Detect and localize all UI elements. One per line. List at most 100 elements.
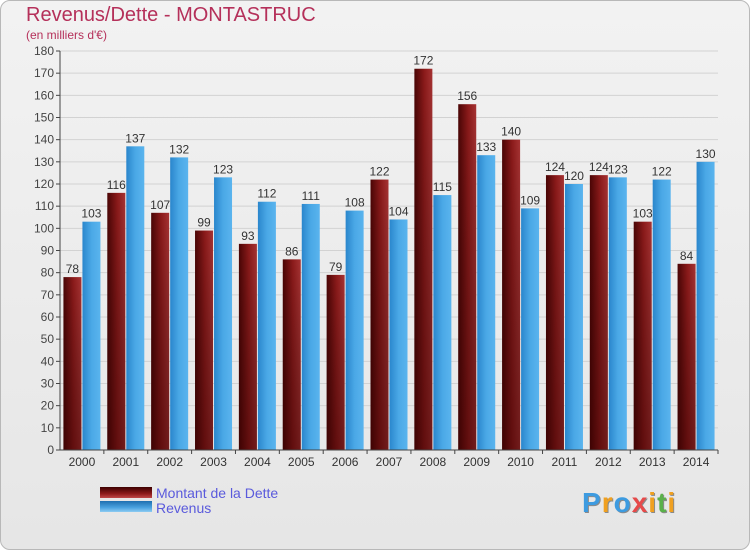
value-label-dette: 78: [66, 262, 80, 276]
logo-letter: P: [582, 487, 602, 518]
y-tick-label: 100: [34, 221, 54, 235]
y-tick-label: 40: [41, 354, 55, 368]
x-tick-label: 2002: [156, 455, 183, 469]
bar-dette-shade: [195, 230, 214, 450]
bar-revenus: [389, 219, 408, 450]
y-tick-label: 10: [41, 421, 55, 435]
bar-revenus: [521, 208, 540, 450]
value-label-revenus: 132: [169, 142, 189, 156]
value-label-revenus: 115: [433, 180, 452, 194]
value-label-revenus: 123: [213, 162, 233, 176]
value-label-dette: 124: [589, 160, 609, 174]
bar-revenus: [608, 177, 627, 450]
logo-letter: x: [631, 487, 649, 518]
value-label-revenus: 120: [564, 169, 584, 183]
value-label-dette: 79: [329, 260, 343, 274]
bar-revenus: [170, 157, 189, 450]
bar-revenus: [257, 201, 276, 450]
value-label-revenus: 137: [125, 131, 145, 145]
bar-dette-shade: [677, 263, 696, 450]
legend-swatch-revenus: [100, 501, 152, 512]
y-tick-label: 150: [34, 111, 54, 125]
bar-dette-shade: [282, 259, 301, 450]
x-tick-label: 2005: [288, 455, 315, 469]
bar-dette-shade: [107, 192, 126, 450]
y-tick-label: 50: [41, 332, 55, 346]
axes: 0 10 20 30 40 50 60 70 80 90 100 110 120 130 140 150 160…: [34, 44, 719, 469]
y-tick-label: 90: [41, 244, 55, 258]
bar-dette-shade: [545, 175, 564, 450]
value-label-dette: 93: [241, 229, 255, 243]
y-tick-label: 70: [41, 288, 55, 302]
grid-lines: [60, 50, 718, 451]
bar-dette-shade: [589, 175, 608, 450]
value-label-dette: 124: [545, 160, 565, 174]
legend-label-revenus: Revenus: [156, 500, 212, 516]
value-label-dette: 103: [633, 207, 653, 221]
value-label-dette: 140: [501, 125, 521, 139]
value-label-revenus: 130: [696, 147, 716, 161]
y-tick-label: 60: [41, 310, 55, 324]
x-tick-label: 2006: [332, 455, 359, 469]
y-tick-label: 110: [35, 199, 54, 213]
y-tick-label: 140: [34, 133, 54, 147]
x-tick-label: 2007: [376, 455, 403, 469]
value-label-revenus: 109: [520, 193, 540, 207]
bar-revenus: [214, 177, 233, 450]
value-label-revenus: 103: [81, 207, 101, 221]
bar-dette-shade: [151, 212, 170, 450]
bar-dette-shade: [633, 221, 652, 450]
legend-swatch-dette: [100, 487, 152, 498]
y-tick-label: 130: [34, 155, 54, 169]
x-tick-label: 2014: [683, 455, 710, 469]
x-tick-label: 2003: [200, 455, 227, 469]
y-tick-label: 120: [34, 177, 54, 191]
x-tick-label: 2011: [552, 455, 578, 469]
x-tick-label: 2012: [595, 455, 622, 469]
logo-letter: o: [613, 487, 632, 518]
y-tick-label: 170: [34, 66, 54, 80]
value-label-revenus: 122: [652, 165, 672, 179]
value-label-dette: 107: [150, 198, 170, 212]
x-tick-label: 2013: [639, 455, 666, 469]
value-label-revenus: 108: [345, 196, 365, 210]
bar-revenus: [126, 146, 145, 451]
y-tick-label: 30: [41, 377, 55, 391]
bars-group: [63, 68, 715, 451]
legend-label-dette: Montant de la Dette: [156, 485, 279, 501]
value-label-revenus: 104: [388, 204, 408, 218]
bar-dette-shade: [63, 277, 82, 450]
bar-revenus: [477, 155, 496, 450]
value-labels: 78 103 116 137 107 132 99 123 93 112 86 111 79 108 122…: [66, 54, 716, 276]
y-tick-label: 180: [34, 44, 54, 58]
logo-letter: t: [657, 487, 668, 518]
x-tick-label: 2009: [463, 455, 490, 469]
bar-revenus: [82, 221, 101, 450]
x-tick-label: 2008: [420, 455, 447, 469]
value-label-dette: 172: [413, 54, 433, 68]
bar-revenus: [345, 210, 364, 450]
value-label-revenus: 133: [476, 140, 496, 154]
value-label-revenus: 111: [302, 189, 321, 203]
value-label-dette: 122: [369, 165, 389, 179]
logo-letter: i: [667, 487, 677, 518]
value-label-dette: 116: [107, 178, 126, 192]
x-tick-label: 2000: [69, 455, 96, 469]
y-tick-label: 160: [34, 88, 54, 102]
x-tick-label: 2010: [507, 455, 534, 469]
value-label-dette: 86: [285, 244, 299, 258]
bar-dette-shade: [326, 274, 345, 450]
bar-revenus: [433, 195, 452, 450]
chart-title: Revenus/Dette - MONTASTRUC: [26, 4, 316, 26]
value-label-revenus: 112: [257, 187, 276, 201]
proxiti-logo: Proxiti: [582, 487, 676, 519]
logo-letter: i: [648, 487, 658, 518]
x-tick-label: 2001: [112, 455, 139, 469]
x-tick-label: 2004: [244, 455, 271, 469]
logo-letter: r: [601, 487, 614, 518]
bar-dette-shade: [458, 104, 477, 450]
bar-revenus: [696, 161, 715, 451]
y-tick-label: 0: [47, 443, 54, 457]
value-label-dette: 84: [680, 249, 694, 263]
